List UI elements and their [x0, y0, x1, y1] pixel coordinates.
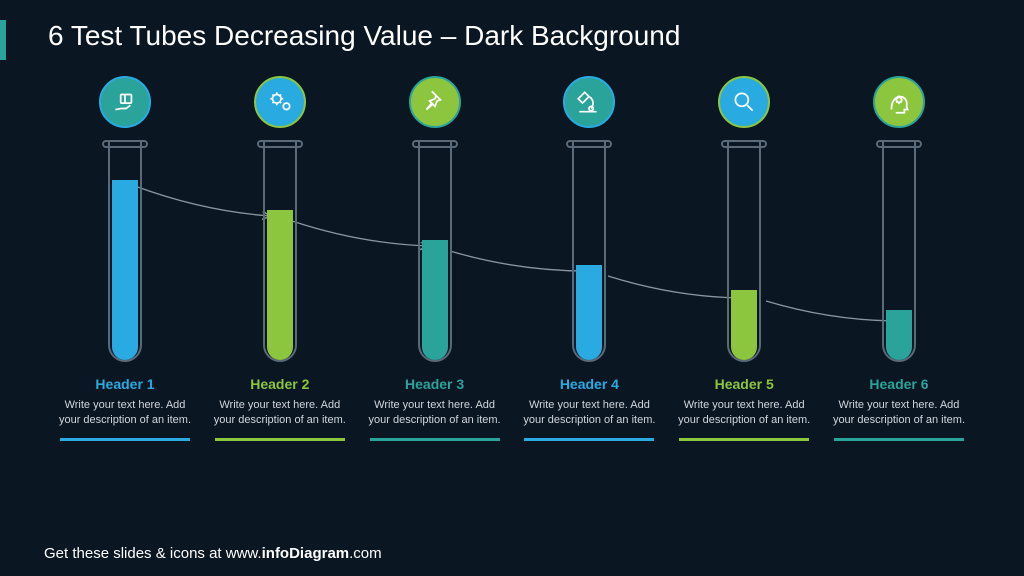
microscope-icon [563, 76, 615, 128]
footer-site-b: infoDiagram [262, 545, 350, 562]
tube-header: Header 6 [869, 376, 928, 392]
head-gear-icon [873, 76, 925, 128]
pushpin-icon [409, 76, 461, 128]
tube-description: Write your text here. Add your descripti… [824, 398, 974, 428]
test-tube [108, 142, 142, 362]
tube-underline [215, 438, 345, 441]
tube-header: Header 1 [95, 376, 154, 392]
box-hand-icon [99, 76, 151, 128]
tube-description: Write your text here. Add your descripti… [514, 398, 664, 428]
test-tube [882, 142, 916, 362]
tube-underline [524, 438, 654, 441]
tube-description: Write your text here. Add your descripti… [360, 398, 510, 428]
tube-header: Header 5 [715, 376, 774, 392]
tube-underline [679, 438, 809, 441]
footer-site-c: .com [349, 545, 382, 562]
tube-underline [834, 438, 964, 441]
tube-header: Header 2 [250, 376, 309, 392]
gears-icon [254, 76, 306, 128]
tube-column: Header 1 Write your text here. Add your … [50, 76, 200, 486]
tube-column: Header 2 Write your text here. Add your … [205, 76, 355, 486]
footer-site-a: www. [226, 545, 262, 562]
tube-underline [370, 438, 500, 441]
test-tube [572, 142, 606, 362]
tube-header: Header 4 [560, 376, 619, 392]
footer-prefix: Get these slides & icons at [44, 545, 226, 562]
tube-description: Write your text here. Add your descripti… [669, 398, 819, 428]
test-tube [263, 142, 297, 362]
tube-underline [60, 438, 190, 441]
magnifier-icon [718, 76, 770, 128]
slide-title: 6 Test Tubes Decreasing Value – Dark Bac… [48, 20, 984, 52]
tube-column: Header 6 Write your text here. Add your … [824, 76, 974, 486]
tube-column: Header 3 Write your text here. Add your … [360, 76, 510, 486]
tube-column: Header 4 Write your text here. Add your … [514, 76, 664, 486]
tube-description: Write your text here. Add your descripti… [205, 398, 355, 428]
tube-description: Write your text here. Add your descripti… [50, 398, 200, 428]
tubes-row: Header 1 Write your text here. Add your … [40, 76, 984, 486]
test-tube [418, 142, 452, 362]
tube-column: Header 5 Write your text here. Add your … [669, 76, 819, 486]
tube-header: Header 3 [405, 376, 464, 392]
slide: 6 Test Tubes Decreasing Value – Dark Bac… [0, 0, 1024, 576]
accent-bar [0, 20, 6, 60]
test-tube [727, 142, 761, 362]
footer-text: Get these slides & icons at www.infoDiag… [44, 545, 382, 562]
